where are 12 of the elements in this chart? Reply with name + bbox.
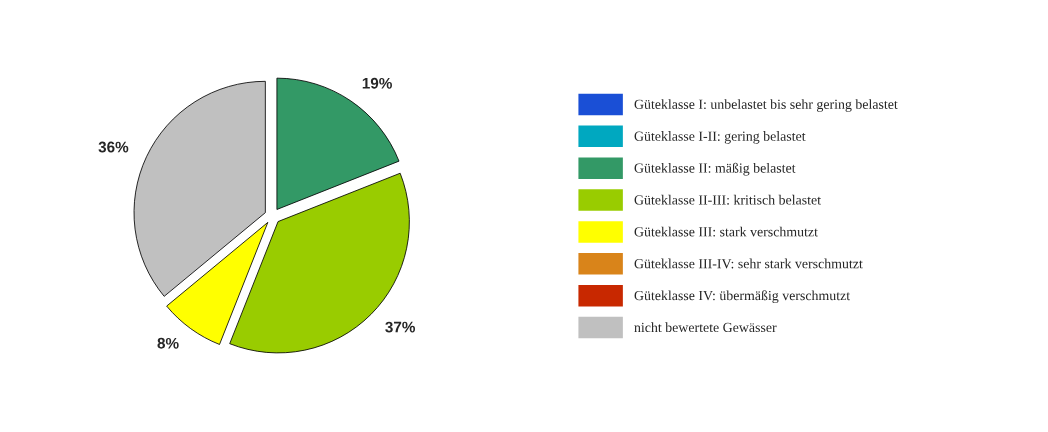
legend-label: Güteklasse IV: übermäßig verschmutzt xyxy=(634,290,851,304)
legend-label: Güteklasse III: stark verschmutzt xyxy=(634,226,818,237)
legend-label: nicht bewertete Gewässer xyxy=(634,322,777,333)
data-label: 19% xyxy=(362,77,392,89)
data-label: 37% xyxy=(385,321,416,333)
legend-label: Güteklasse I-II: gering belastet xyxy=(634,131,806,144)
legend-label: Güteklasse III-IV: sehr stark verschmutzt xyxy=(634,258,863,269)
legend-label: Güteklasse II-III: kritisch belastet xyxy=(634,194,821,205)
data-label: 8% xyxy=(157,337,179,349)
legend-label: Güteklasse II: mäßig belastet xyxy=(634,162,796,176)
data-label: 36% xyxy=(98,141,129,153)
legend-label: Güteklasse I: unbelastet bis sehr gering belastet xyxy=(634,99,898,112)
